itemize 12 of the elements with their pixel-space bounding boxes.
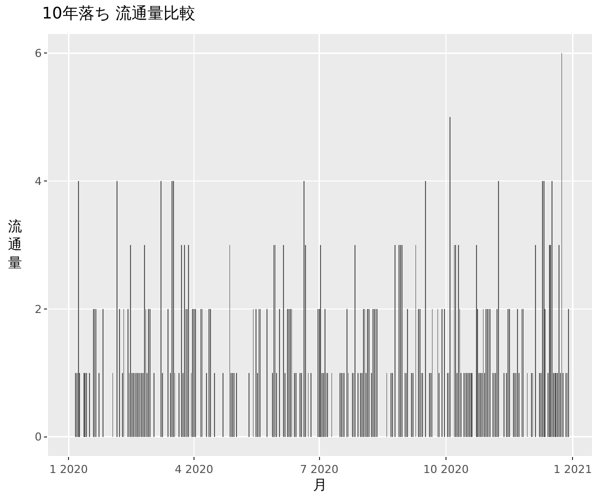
chart-title: 10年落ち 流通量比較 — [42, 4, 196, 23]
y-tick-label: 6 — [34, 47, 42, 60]
y-axis-title: 流通量 — [8, 219, 22, 272]
x-tick-label: 1 2020 — [49, 463, 88, 476]
x-tick-label: 4 2020 — [174, 463, 214, 476]
y-tick-label: 2 — [34, 302, 42, 316]
x-tick-label: 1 2021 — [553, 463, 592, 476]
x-tick-label: 10 2020 — [423, 463, 469, 476]
y-tick-label: 4 — [34, 174, 42, 188]
y-tick-label: 0 — [34, 430, 42, 444]
x-axis-title: 月 — [313, 478, 327, 494]
x-tick-label: 7 2020 — [300, 463, 339, 476]
